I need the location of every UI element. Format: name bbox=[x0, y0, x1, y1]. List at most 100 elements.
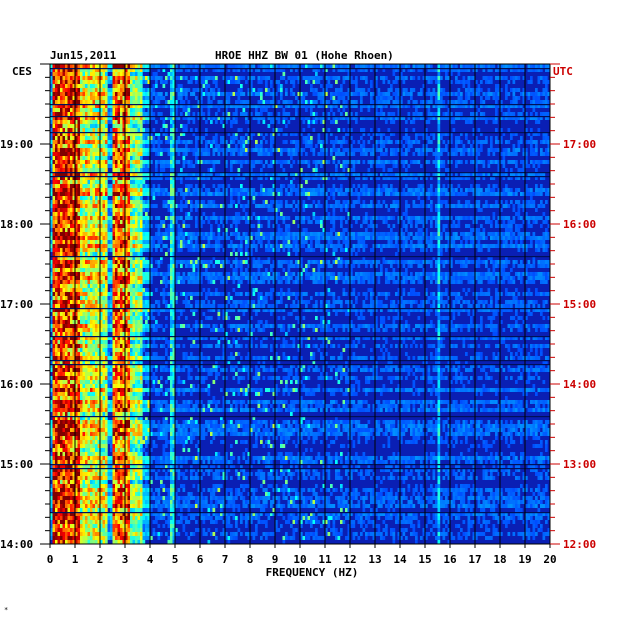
spectrogram-cell bbox=[102, 212, 106, 216]
spectrogram-cell bbox=[512, 160, 516, 164]
spectrogram-cell bbox=[210, 76, 213, 80]
spectrogram-cell bbox=[502, 104, 506, 108]
spectrogram-cell bbox=[515, 96, 518, 100]
spectrogram-cell bbox=[265, 84, 268, 88]
spectrogram-cell bbox=[405, 128, 408, 132]
spectrogram-cell bbox=[450, 148, 453, 152]
spectrogram-cell bbox=[212, 68, 216, 72]
spectrogram-cell bbox=[190, 140, 193, 144]
spectrogram-cell bbox=[532, 200, 536, 204]
spectrogram-cell bbox=[202, 104, 206, 108]
spectrogram-cell bbox=[55, 124, 58, 128]
spectrogram-cell bbox=[517, 64, 521, 68]
spectrogram-cell bbox=[457, 148, 461, 152]
spectrogram-cell bbox=[140, 112, 143, 116]
spectrogram-cell bbox=[410, 140, 413, 144]
spectrogram-cell bbox=[130, 224, 133, 228]
spectrogram-cell bbox=[125, 96, 128, 100]
spectrogram-cell bbox=[182, 220, 186, 224]
spectrogram-cell bbox=[307, 144, 311, 148]
spectrogram-cell bbox=[227, 96, 231, 100]
spectrogram-cell bbox=[177, 88, 181, 92]
spectrogram-cell bbox=[97, 88, 101, 92]
spectrogram-cell bbox=[157, 112, 161, 116]
spectrogram-cell bbox=[227, 112, 231, 116]
spectrogram-cell bbox=[462, 144, 466, 148]
spectrogram-cell bbox=[172, 168, 176, 172]
spectrogram-cell bbox=[50, 108, 53, 112]
spectrogram-cell bbox=[447, 176, 451, 180]
spectrogram-cell bbox=[440, 148, 443, 152]
spectrogram-cell bbox=[115, 180, 118, 184]
spectrogram-cell bbox=[127, 84, 131, 88]
spectrogram-cell bbox=[522, 204, 526, 208]
spectrogram-cell bbox=[485, 96, 488, 100]
spectrogram-cell bbox=[102, 172, 106, 176]
spectrogram-cell bbox=[422, 172, 426, 176]
spectrogram-cell bbox=[437, 104, 441, 108]
spectrogram-cell bbox=[210, 160, 213, 164]
spectrogram-cell bbox=[142, 208, 146, 212]
spectrogram-cell bbox=[225, 172, 228, 176]
spectrogram-cell bbox=[440, 64, 443, 68]
spectrogram-cell bbox=[50, 84, 53, 88]
spectrogram-cell bbox=[130, 132, 133, 136]
spectrogram-cell bbox=[515, 64, 518, 68]
spectrogram-cell bbox=[120, 216, 123, 220]
spectrogram-cell bbox=[117, 168, 121, 172]
spectrogram-cell bbox=[432, 136, 436, 140]
spectrogram-cell bbox=[390, 116, 393, 120]
spectrogram-cell bbox=[320, 64, 323, 68]
spectrogram-cell bbox=[97, 192, 101, 196]
spectrogram-cell bbox=[407, 104, 411, 108]
spectrogram-cell bbox=[277, 200, 281, 204]
spectrogram-cell bbox=[52, 76, 56, 80]
spectrogram-cell bbox=[485, 80, 488, 84]
spectrogram-cell bbox=[102, 184, 106, 188]
spectrogram-cell bbox=[517, 188, 521, 192]
spectrogram-cell bbox=[145, 200, 148, 204]
spectrogram-cell bbox=[492, 172, 496, 176]
spectrogram-cell bbox=[505, 152, 508, 156]
spectrogram-cell bbox=[250, 172, 253, 176]
spectrogram-cell bbox=[342, 128, 346, 132]
spectrogram-cell bbox=[365, 148, 368, 152]
spectrogram-cell bbox=[172, 68, 176, 72]
spectrogram-cell bbox=[97, 72, 101, 76]
spectrogram-cell bbox=[362, 160, 366, 164]
spectrogram-cell bbox=[242, 140, 246, 144]
spectrogram-cell bbox=[397, 140, 401, 144]
spectrogram-cell bbox=[435, 152, 438, 156]
spectrogram-cell bbox=[345, 112, 348, 116]
spectrogram-cell bbox=[155, 152, 158, 156]
spectrogram-cell bbox=[427, 172, 431, 176]
spectrogram-cell bbox=[207, 168, 211, 172]
spectrogram-cell bbox=[535, 172, 538, 176]
spectrogram-cell bbox=[107, 96, 111, 100]
spectrogram-cell bbox=[150, 112, 153, 116]
spectrogram-cell bbox=[142, 136, 146, 140]
spectrogram-cell bbox=[55, 108, 58, 112]
spectrogram-cell bbox=[97, 220, 101, 224]
spectrogram-cell bbox=[330, 204, 333, 208]
spectrogram-cell bbox=[412, 128, 416, 132]
spectrogram-cell bbox=[237, 212, 241, 216]
spectrogram-cell bbox=[125, 104, 128, 108]
spectrogram-cell bbox=[370, 80, 373, 84]
spectrogram-cell bbox=[285, 132, 288, 136]
spectrogram-cell bbox=[525, 200, 528, 204]
spectrogram-cell bbox=[70, 204, 73, 208]
spectrogram-cell bbox=[392, 112, 396, 116]
spectrogram-cell bbox=[402, 116, 406, 120]
spectrogram-cell bbox=[67, 108, 71, 112]
spectrogram-cell bbox=[357, 192, 361, 196]
spectrogram-cell bbox=[325, 192, 328, 196]
spectrogram-cell bbox=[147, 208, 151, 212]
spectrogram-cell bbox=[272, 176, 276, 180]
spectrogram-cell bbox=[270, 148, 273, 152]
spectrogram-cell bbox=[275, 204, 278, 208]
spectrogram-cell bbox=[80, 88, 83, 92]
spectrogram-cell bbox=[470, 172, 473, 176]
spectrogram-cell bbox=[195, 184, 198, 188]
spectrogram-cell bbox=[437, 80, 441, 84]
